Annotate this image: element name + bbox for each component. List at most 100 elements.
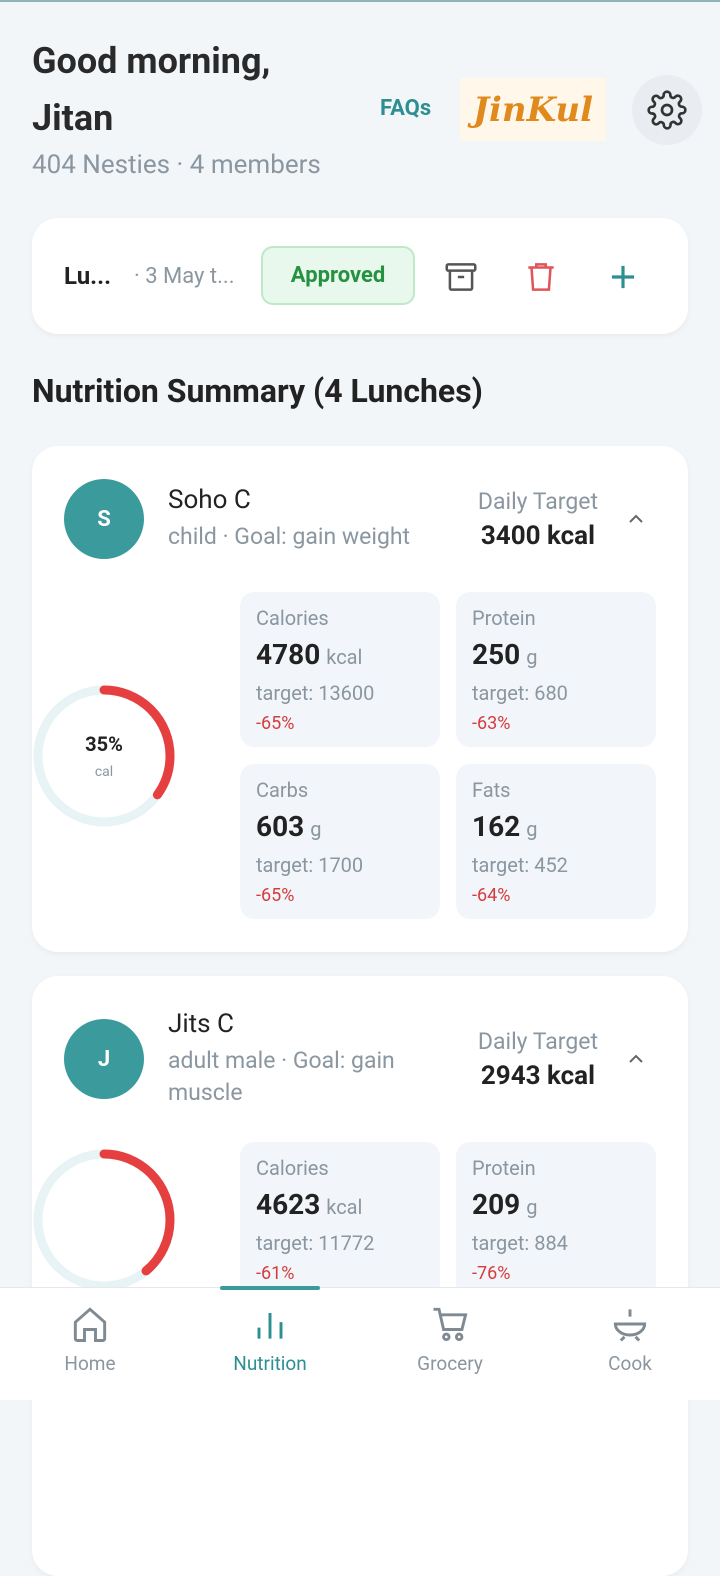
stat-label: Protein [472,606,536,630]
stat-value: 4780 kcal [256,638,424,671]
member-header: J Jits C adult male · Goal: gain muscle Dai… [32,976,688,1109]
stat-number: 162 [472,810,521,843]
stat-label: Calories [256,1156,329,1180]
ring-arc [33,685,175,826]
stat-box: Protein 209 g target: 884 -76% [456,1142,656,1297]
gear-icon [647,90,687,130]
subtitle: 404 Nesties · 4 members [32,150,321,180]
stat-delta: -76% [472,1263,511,1284]
stat-number: 603 [256,810,305,843]
ring-unit: cal [95,764,113,780]
stat-value: 162 g [472,810,640,843]
nav-label: Home [64,1352,116,1375]
member-card: J Jits C adult male · Goal: gain muscle Dai… [32,976,688,1576]
stat-number: 209 [472,1188,521,1221]
stat-number: 250 [472,638,521,671]
stat-number: 4780 [256,638,321,671]
stat-value: 4623 kcal [256,1188,424,1221]
member-name: Soho C [168,485,251,515]
target-label: Daily Target [477,1027,598,1055]
avatar: S [64,479,144,559]
nav-icon [613,1309,647,1342]
icon-shape [433,1307,468,1331]
plan-bar: Lu... · 3 May t... Approved [32,218,688,334]
stat-unit: g [526,645,538,669]
stat-label: Fats [472,778,511,802]
member-name: Jits C [168,1009,234,1039]
icon-shape [613,1309,647,1342]
nav-icon [257,1313,283,1339]
nav-label: Nutrition [233,1352,307,1375]
nav-item[interactable]: Nutrition [180,1286,360,1400]
stat-unit: kcal [326,1195,363,1219]
avatar: J [64,1019,144,1099]
stat-delta: -63% [472,713,511,734]
nav-label: Cook [608,1352,652,1375]
stat-delta: -65% [256,885,295,906]
plan-date: · 3 May t... [134,264,235,289]
status-badge: Approved [261,246,415,305]
ring-label: 35% [85,732,123,756]
stat-target: target: 1700 [256,853,364,877]
stat-unit: g [526,817,538,841]
stat-unit: kcal [326,645,363,669]
stat-delta: -61% [256,1263,295,1284]
collapse-chevron[interactable] [624,1047,648,1071]
stats-grid: Calories 4623 kcal target: 11772 -61% Protein… [33,1142,688,1297]
icon-shape [257,1313,283,1339]
nav-item[interactable]: Home [0,1288,180,1400]
stat-box: Calories 4623 kcal target: 11772 -61% [240,1142,440,1297]
collapse-chevron[interactable] [624,507,648,531]
member-info: Jits C adult male · Goal: gain muscle [168,1009,438,1109]
member-description: child · Goal: gain weight [168,523,411,550]
faqs-link[interactable]: FAQs [380,96,432,121]
greeting: Good morning, [32,40,271,82]
plan-title[interactable]: Lu... [64,262,112,290]
nav-icon [73,1307,107,1342]
stat-box: Carbs 603 g target: 1700 -65% [240,764,440,919]
member-card: S Soho C child · Goal: gain weight Daily Ta… [32,446,688,952]
stat-target: target: 11772 [256,1231,375,1255]
icon-shape [454,1332,464,1342]
member-info: Soho C child · Goal: gain weight [168,485,438,553]
stat-box: Calories 4780 kcal target: 13600 -65% [240,592,440,747]
stat-label: Carbs [256,778,309,802]
nav-item[interactable]: Grocery [360,1288,540,1400]
stat-delta: -65% [256,713,295,734]
stat-unit: g [310,817,322,841]
member-description: adult male · Goal: gain muscle [168,1047,395,1106]
daily-target: Daily Target 3400 kcal [478,488,598,551]
user-name: Jitan [32,97,114,139]
stat-value: 603 g [256,810,424,843]
archive-button[interactable] [442,258,480,296]
stat-value: 250 g [472,638,640,671]
stat-target: target: 13600 [256,681,375,705]
stat-delta: -64% [472,885,511,906]
stat-number: 4623 [256,1188,321,1221]
target-label: Daily Target [477,487,598,515]
brand-logo[interactable]: JinKul [460,78,606,141]
chevron-path [629,1054,643,1063]
icon-shape [73,1307,107,1342]
settings-button[interactable] [632,75,702,145]
stats-grid: Calories 4780 kcal target: 13600 -65% Protein… [33,592,688,919]
nav-icon [433,1307,468,1342]
daily-target: Daily Target 2943 kcal [478,1028,598,1091]
stat-value: 209 g [472,1188,640,1221]
target-value: 3400 kcal [480,520,595,551]
icon-shape [442,1332,451,1342]
delete-button[interactable] [522,258,560,296]
progress-ring [33,1149,175,1290]
target-value: 2943 kcal [480,1060,595,1091]
stat-target: target: 452 [472,853,568,877]
stat-unit: g [526,1195,538,1219]
member-header: S Soho C child · Goal: gain weight Daily Ta… [32,446,688,559]
nav-item[interactable]: Cook [540,1288,720,1400]
stat-target: target: 680 [472,681,568,705]
add-button[interactable] [604,258,642,296]
stat-box: Fats 162 g target: 452 -64% [456,764,656,919]
progress-ring: 35% cal [33,685,175,826]
stat-label: Calories [256,606,329,630]
stat-label: Protein [472,1156,536,1180]
